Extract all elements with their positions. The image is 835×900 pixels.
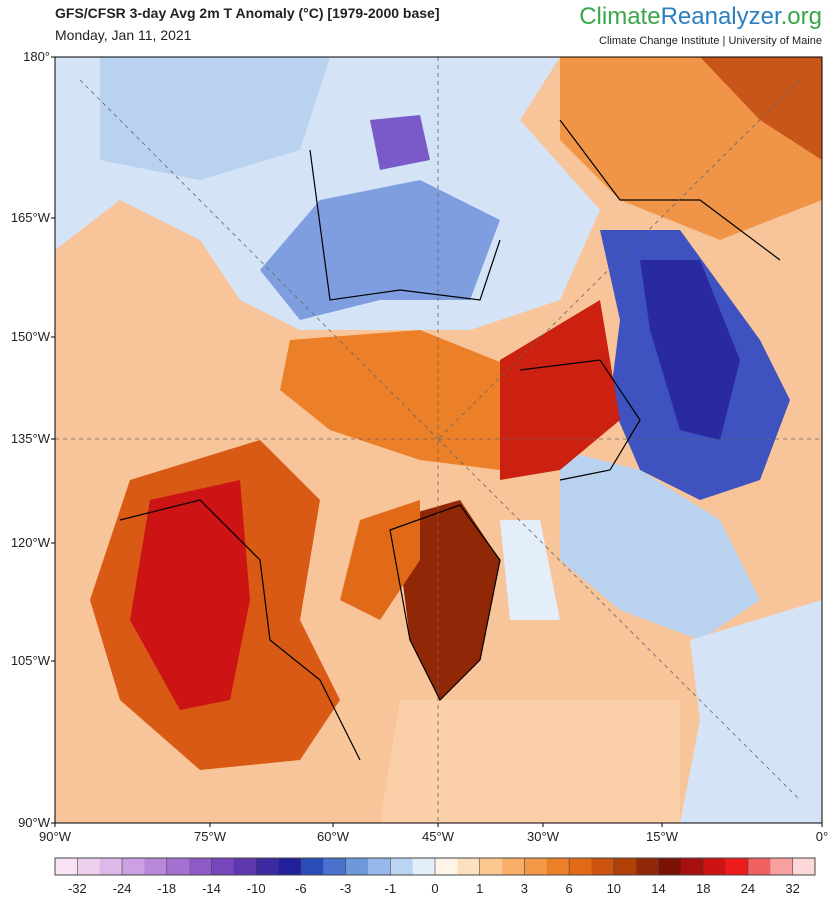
colorbar-swatch	[479, 858, 503, 875]
bottom-label: 45°W	[422, 829, 455, 844]
colorbar-label: -14	[202, 881, 221, 896]
colorbar-swatch	[502, 858, 525, 875]
left-label: 105°W	[11, 653, 51, 668]
colorbar-swatch	[435, 858, 458, 875]
colorbar-swatch	[457, 858, 481, 875]
brand-part: Climate	[579, 3, 660, 30]
colorbar-swatch	[189, 858, 212, 875]
colorbar-label: 24	[741, 881, 755, 896]
colorbar-swatch	[636, 858, 659, 875]
affiliation: Climate Change Institute | University of…	[599, 35, 822, 47]
map	[54, 56, 823, 824]
colorbar-label: -10	[247, 881, 266, 896]
brand-part: Reanalyzer	[661, 3, 782, 30]
bottom-label: 30°W	[527, 829, 560, 844]
left-label: 165°W	[11, 210, 51, 225]
colorbar-swatch	[166, 858, 190, 875]
colorbar-swatch	[256, 858, 279, 875]
colorbar-label: -18	[157, 881, 176, 896]
colorbar-swatch	[99, 858, 123, 875]
brand: ClimateReanalyzer.org	[579, 3, 822, 30]
colorbar-label: 14	[651, 881, 665, 896]
colorbar-swatch	[77, 858, 101, 875]
colorbar-swatch	[278, 858, 302, 875]
colorbar-label: 18	[696, 881, 710, 896]
colorbar-label: 0	[431, 881, 438, 896]
axes: 180° 165°W 150°W 135°W 120°W 105°W 90°W90°W 75°…	[11, 49, 828, 844]
colorbar-swatch	[725, 858, 749, 875]
bottom-label: 15°W	[646, 829, 679, 844]
colorbar-swatch	[55, 858, 78, 875]
colorbar-swatch	[591, 858, 615, 875]
colorbar-label: -3	[340, 881, 352, 896]
colorbar-swatch	[658, 858, 682, 875]
colorbar-swatch	[703, 858, 726, 875]
colorbar-swatch	[680, 858, 704, 875]
bottom-label: 0°	[816, 829, 828, 844]
colorbar-swatch	[546, 858, 570, 875]
colorbar-swatch	[144, 858, 168, 875]
left-label: 90°W	[18, 815, 51, 830]
bottom-label: 75°W	[194, 829, 227, 844]
colorbar-swatch	[122, 858, 145, 875]
colorbar-label: -1	[385, 881, 397, 896]
colorbar-label: -32	[68, 881, 87, 896]
colorbar-label: 10	[607, 881, 621, 896]
colorbar-swatch	[412, 858, 436, 875]
colorbar-swatch	[367, 858, 391, 875]
colorbar-swatch	[211, 858, 235, 875]
colorbar-swatch	[300, 858, 324, 875]
bottom-label: 60°W	[317, 829, 350, 844]
bottom-label: 90°W	[39, 829, 72, 844]
colorbar-swatch	[390, 858, 413, 875]
colorbar-label: -24	[113, 881, 132, 896]
title: GFS/CFSR 3-day Avg 2m T Anomaly (°C) [19…	[55, 5, 440, 21]
colorbar-swatch	[524, 858, 548, 875]
colorbar-swatch	[792, 858, 816, 875]
colorbar-swatch	[747, 858, 771, 875]
left-label: 180°	[23, 49, 50, 64]
colorbar-swatch	[613, 858, 637, 875]
colorbar-swatch	[345, 858, 369, 875]
colorbar-swatch	[569, 858, 592, 875]
colorbar-swatch	[323, 858, 346, 875]
colorbar-label: 32	[785, 881, 799, 896]
colorbar-swatch	[233, 858, 257, 875]
colorbar: -32 -24 -18 -14 -10 -6 -3 -1 0 1 3 6 10 14 18 24 32	[54, 857, 816, 896]
colorbar-label: 3	[521, 881, 528, 896]
colorbar-label: 6	[566, 881, 573, 896]
colorbar-label: -6	[295, 881, 307, 896]
brand-part: .org	[781, 3, 822, 30]
left-label: 120°W	[11, 535, 51, 550]
left-label: 150°W	[11, 329, 51, 344]
colorbar-label: 1	[476, 881, 483, 896]
date: Monday, Jan 11, 2021	[55, 27, 192, 43]
left-label: 135°W	[11, 431, 51, 446]
colorbar-swatch	[770, 858, 793, 875]
